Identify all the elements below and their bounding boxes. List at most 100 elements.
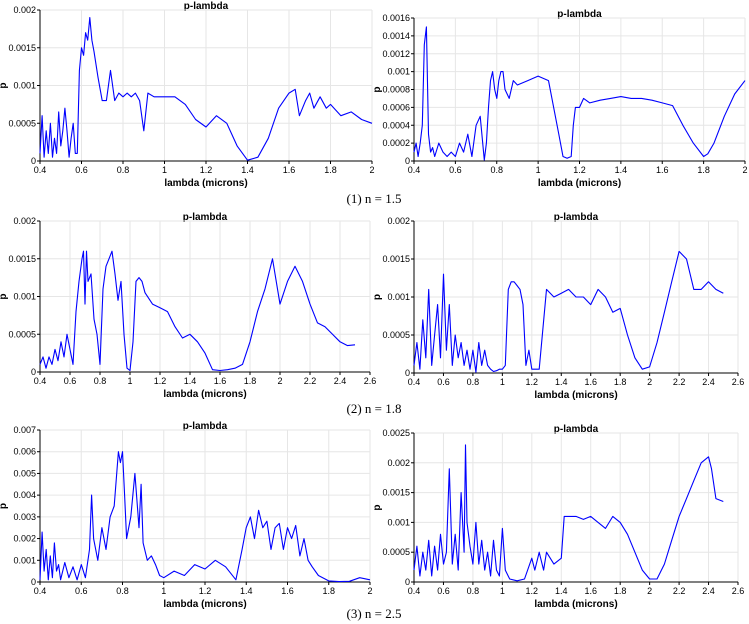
x-tick-label: 2.2 <box>673 377 686 387</box>
chart-panel-3: p-lambda 0.4 0.6 0.8 1 1.2 1.4 1.6 1.8 2 2.2 2.4 2.6… <box>0 212 376 400</box>
series-line <box>413 26 746 161</box>
x-tick-label: 2 <box>277 376 282 386</box>
y-tick-label: 0.002 <box>13 216 36 226</box>
y-tick-label: 0.005 <box>13 468 36 478</box>
x-tick-label: 1.2 <box>154 376 167 386</box>
y-tick-label: 0.004 <box>13 490 36 500</box>
x-tick-label: 1.4 <box>555 377 568 387</box>
y-axis-label: p <box>372 294 383 300</box>
x-tick-label: 0.6 <box>75 165 88 175</box>
x-tick-label: 1.8 <box>244 376 257 386</box>
y-axis-label: p <box>0 293 9 299</box>
x-axis-label: lambda (microns) <box>164 178 247 189</box>
y-tick-label: 0.0008 <box>382 85 410 95</box>
x-tick-label: 1.2 <box>200 165 213 175</box>
x-tick-label: 0.4 <box>34 165 47 175</box>
x-tick-label: 0.4 <box>408 586 421 596</box>
x-tick-label: 0.6 <box>75 586 88 596</box>
x-tick-label: 2.4 <box>702 586 715 596</box>
y-tick-label: 0.001 <box>13 555 36 565</box>
x-tick-label: 1.2 <box>199 586 212 596</box>
x-tick-label: 2.2 <box>304 376 317 386</box>
x-axis-label: lambda (microns) <box>538 178 621 189</box>
caption-n-1-8: (2) n = 1.8 <box>347 401 402 416</box>
y-tick-label: 0.0004 <box>382 120 410 130</box>
x-tick-label: 1.6 <box>281 586 294 596</box>
chart-panel-2: p-lambda 0.4 0.6 0.8 1 1.2 1.4 1.6 1.8 2 0 0.0002 0.… <box>372 9 748 189</box>
chart-panel-5: p-lambda 0.4 0.6 0.8 1 1.2 1.4 1.6 1.8 2 0 0.001 0.0… <box>0 421 373 610</box>
x-tick-label: 0.6 <box>449 165 462 175</box>
series-line <box>413 250 724 373</box>
x-tick-label: 1.8 <box>697 165 710 175</box>
y-tick-label: 0.006 <box>13 447 36 457</box>
x-tick-label: 2.6 <box>732 377 745 387</box>
x-tick-label: 1 <box>161 586 166 596</box>
x-tick-label: 1 <box>162 165 167 175</box>
x-tick-label: 1.4 <box>241 165 254 175</box>
x-tick-label: 2.4 <box>334 376 347 386</box>
y-tick-label: 0.0014 <box>382 31 410 41</box>
y-tick-label: 0 <box>405 368 410 378</box>
chart-title: p-lambda <box>184 1 229 12</box>
y-tick-label: 0 <box>405 577 410 587</box>
x-axis-label: lambda (microns) <box>534 390 617 401</box>
y-tick-label: 0 <box>31 367 36 377</box>
chart-panel-4: p-lambda 0.4 0.6 0.8 1 1.2 1.4 1.6 1.8 2 2.2 2.4 2.6… <box>372 212 744 401</box>
x-tick-label: 2.6 <box>364 376 377 386</box>
x-tick-label: 0.6 <box>437 377 450 387</box>
y-tick-label: 0.0002 <box>382 138 410 148</box>
y-tick-label: 0.002 <box>387 216 410 226</box>
x-tick-label: 2 <box>647 377 652 387</box>
x-tick-label: 0.8 <box>116 586 129 596</box>
y-tick-label: 0.001 <box>13 81 36 91</box>
x-tick-label: 1.4 <box>184 376 197 386</box>
x-tick-label: 2 <box>742 165 747 175</box>
x-tick-label: 0.8 <box>490 165 503 175</box>
x-tick-label: 2 <box>367 586 372 596</box>
x-axis-label: lambda (microns) <box>163 599 246 610</box>
y-tick-label: 0.0015 <box>8 254 36 264</box>
x-axis-label: lambda (microns) <box>534 599 617 610</box>
x-tick-label: 1.6 <box>584 377 597 387</box>
y-tick-label: 0.001 <box>387 292 410 302</box>
x-tick-label: 1.2 <box>526 586 539 596</box>
y-tick-label: 0.0015 <box>382 254 410 264</box>
chart-title: p-lambda <box>183 421 228 432</box>
x-tick-label: 1.6 <box>283 165 296 175</box>
y-tick-label: 0 <box>405 156 410 166</box>
x-tick-label: 1 <box>127 376 132 386</box>
y-tick-label: 0 <box>31 156 36 166</box>
chart-title: p-lambda <box>557 9 602 20</box>
x-tick-label: 0.8 <box>467 377 480 387</box>
y-tick-label: 0.0005 <box>382 330 410 340</box>
y-tick-label: 0.002 <box>13 534 36 544</box>
y-tick-label: 0.002 <box>387 458 410 468</box>
x-tick-label: 0.4 <box>34 586 47 596</box>
x-tick-label: 1 <box>500 377 505 387</box>
chart-title: p-lambda <box>183 212 228 223</box>
x-tick-label: 2.4 <box>702 377 715 387</box>
x-tick-label: 1.8 <box>324 165 337 175</box>
x-tick-label: 1.2 <box>526 377 539 387</box>
y-tick-label: 0.0015 <box>382 488 410 498</box>
y-tick-label: 0.0012 <box>382 49 410 59</box>
y-axis-label: p <box>372 86 383 92</box>
x-tick-label: 1.6 <box>584 586 597 596</box>
x-tick-label: 2.2 <box>673 586 686 596</box>
x-tick-label: 0.6 <box>64 376 77 386</box>
x-tick-label: 1 <box>500 586 505 596</box>
y-tick-label: 0.007 <box>13 425 36 435</box>
y-tick-label: 0.0005 <box>8 329 36 339</box>
x-tick-label: 1.4 <box>615 165 628 175</box>
x-tick-label: 0.4 <box>408 165 421 175</box>
y-tick-label: 0.0006 <box>382 102 410 112</box>
x-tick-label: 1.8 <box>322 586 335 596</box>
y-tick-label: 0.001 <box>387 67 410 77</box>
y-tick-label: 0.003 <box>13 512 36 522</box>
y-tick-label: 0.0016 <box>382 13 410 23</box>
x-tick-label: 1.8 <box>614 377 627 387</box>
x-tick-label: 1 <box>536 165 541 175</box>
y-axis-label: p <box>372 504 383 510</box>
y-tick-label: 0 <box>31 577 36 587</box>
series-line <box>39 451 371 583</box>
